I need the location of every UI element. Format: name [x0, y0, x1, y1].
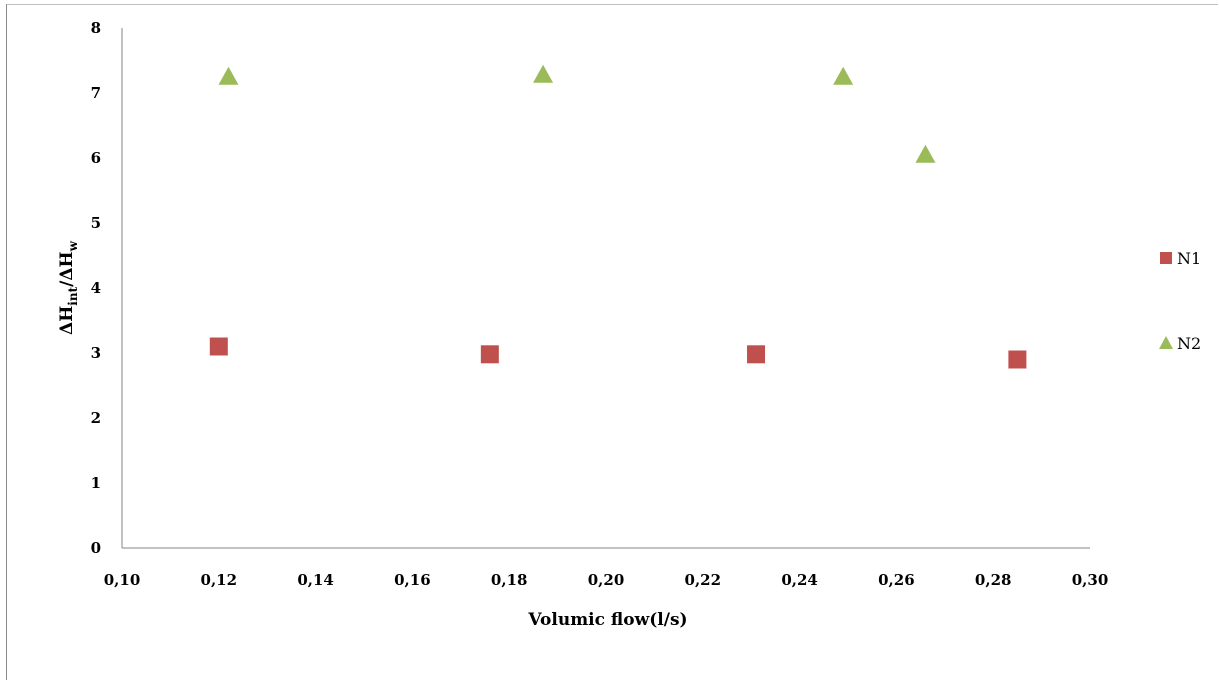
y-tick-label: 8 [91, 19, 101, 37]
legend-label-n2: N2 [1177, 334, 1201, 353]
x-tick-label: 0,10 [104, 571, 141, 589]
y-axis-title-sub2: w [66, 240, 80, 252]
x-tick-label: 0,24 [781, 571, 818, 589]
data-point-n2 [833, 66, 854, 85]
data-point-n1 [480, 345, 499, 364]
x-tick-label: 0,20 [588, 571, 625, 589]
y-axis-title: ΔHint/ΔHw [57, 240, 80, 335]
y-tick-labels: 0 1 2 3 4 5 6 7 8 [91, 19, 101, 557]
x-axis-title: Volumic flow(l/s) [527, 610, 687, 630]
y-tick-label: 6 [91, 149, 101, 167]
data-point-n1 [209, 337, 228, 356]
x-tick-label: 0,14 [297, 571, 334, 589]
x-tick-label: 0,12 [201, 571, 238, 589]
data-markers [209, 64, 1027, 369]
data-point-n1 [1008, 350, 1027, 369]
data-point-n2 [218, 66, 239, 85]
chart-frame [6, 4, 1218, 680]
x-tick-labels: 0,10 0,12 0,14 0,16 0,18 0,20 0,22 0,24 0,26 0,28… [104, 571, 1109, 589]
legend-marker-n2 [1159, 336, 1173, 349]
y-tick-label: 0 [91, 539, 101, 557]
data-point-n1 [747, 345, 766, 364]
y-axis-title-main2: /ΔH [57, 251, 77, 286]
x-tick-label: 0,28 [975, 571, 1012, 589]
x-tick-label: 0,30 [1072, 571, 1109, 589]
y-tick-label: 5 [91, 214, 101, 232]
x-tick-label: 0,16 [394, 571, 431, 589]
legend-marker-n1 [1160, 252, 1172, 264]
y-tick-label: 4 [91, 279, 101, 297]
y-axis-title-main1: ΔH [57, 306, 77, 335]
x-tick-label: 0,18 [491, 571, 528, 589]
x-tick-label: 0,22 [685, 571, 722, 589]
data-point-n2 [533, 64, 554, 83]
x-tick-label: 0,26 [878, 571, 915, 589]
data-point-n2 [915, 144, 936, 163]
legend: N1 N2 [1159, 249, 1201, 353]
y-tick-label: 1 [91, 474, 101, 492]
legend-label-n1: N1 [1177, 249, 1201, 268]
y-tick-label: 2 [91, 409, 101, 427]
y-tick-label: 3 [91, 344, 101, 362]
y-axis-title-sub1: int [66, 286, 80, 305]
y-tick-label: 7 [91, 84, 101, 102]
